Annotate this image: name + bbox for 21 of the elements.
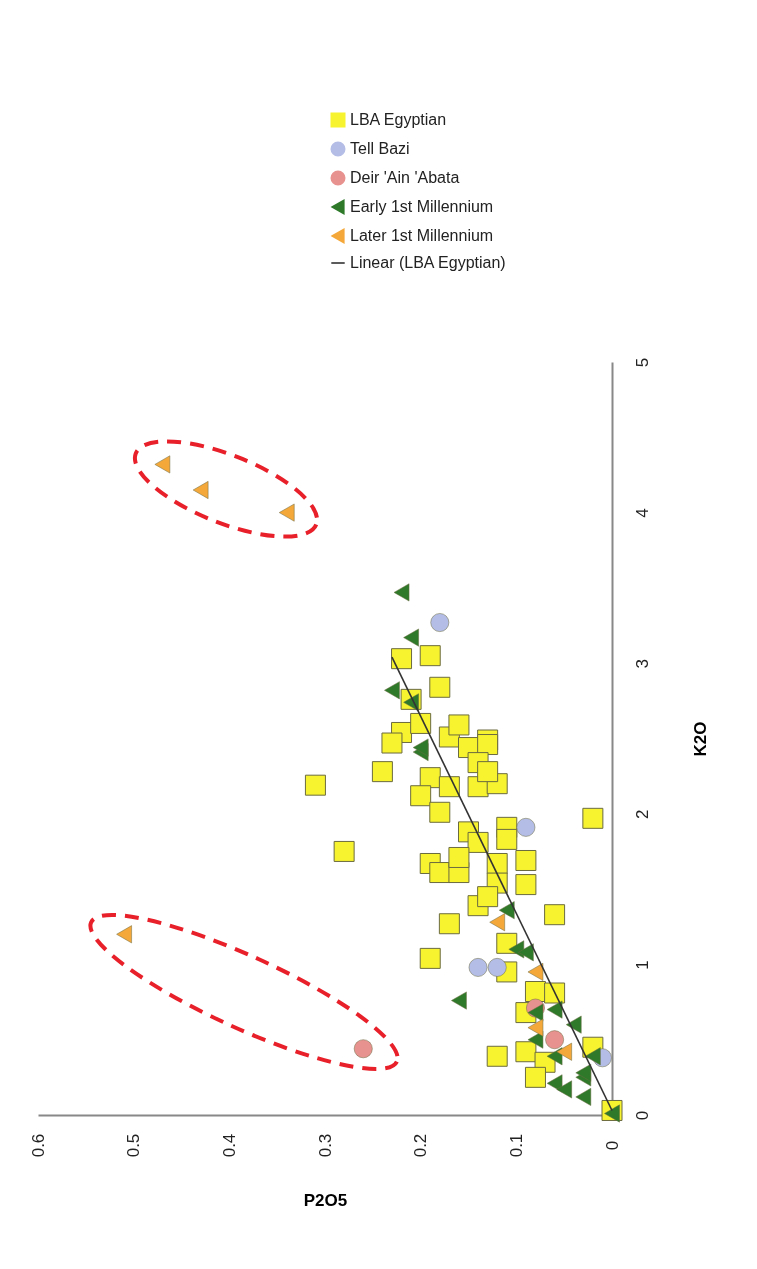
x-tick-label: 0: [602, 1140, 622, 1151]
y-tick-label: 5: [632, 357, 652, 368]
x-tick-label: 0.3: [315, 1133, 335, 1158]
legend-label: Tell Bazi: [350, 140, 410, 157]
x-tick-label: 0.1: [506, 1133, 526, 1158]
y-axis-title: K2O: [690, 721, 710, 757]
legend-label: Early 1st Millennium: [350, 198, 494, 215]
x-tick-label: 0.4: [219, 1133, 239, 1158]
x-axis-title: P2O5: [303, 1191, 348, 1211]
x-tick-label: 0.2: [411, 1133, 431, 1158]
x-tick-label: 0.6: [28, 1133, 48, 1158]
legend-label: Linear (LBA Egyptian): [350, 254, 506, 271]
y-tick-label: 4: [632, 508, 652, 518]
y-tick-label: 0: [632, 1110, 652, 1121]
y-tick-label: 3: [632, 658, 652, 669]
legend-label: Later 1st Millennium: [350, 227, 494, 244]
x-tick-label: 0.5: [124, 1133, 144, 1158]
y-tick-label: 1: [632, 960, 652, 970]
legend-label: LBA Egyptian: [350, 111, 447, 128]
y-tick-label: 2: [632, 809, 652, 820]
legend-label: Deir 'Ain 'Abata: [350, 169, 460, 186]
